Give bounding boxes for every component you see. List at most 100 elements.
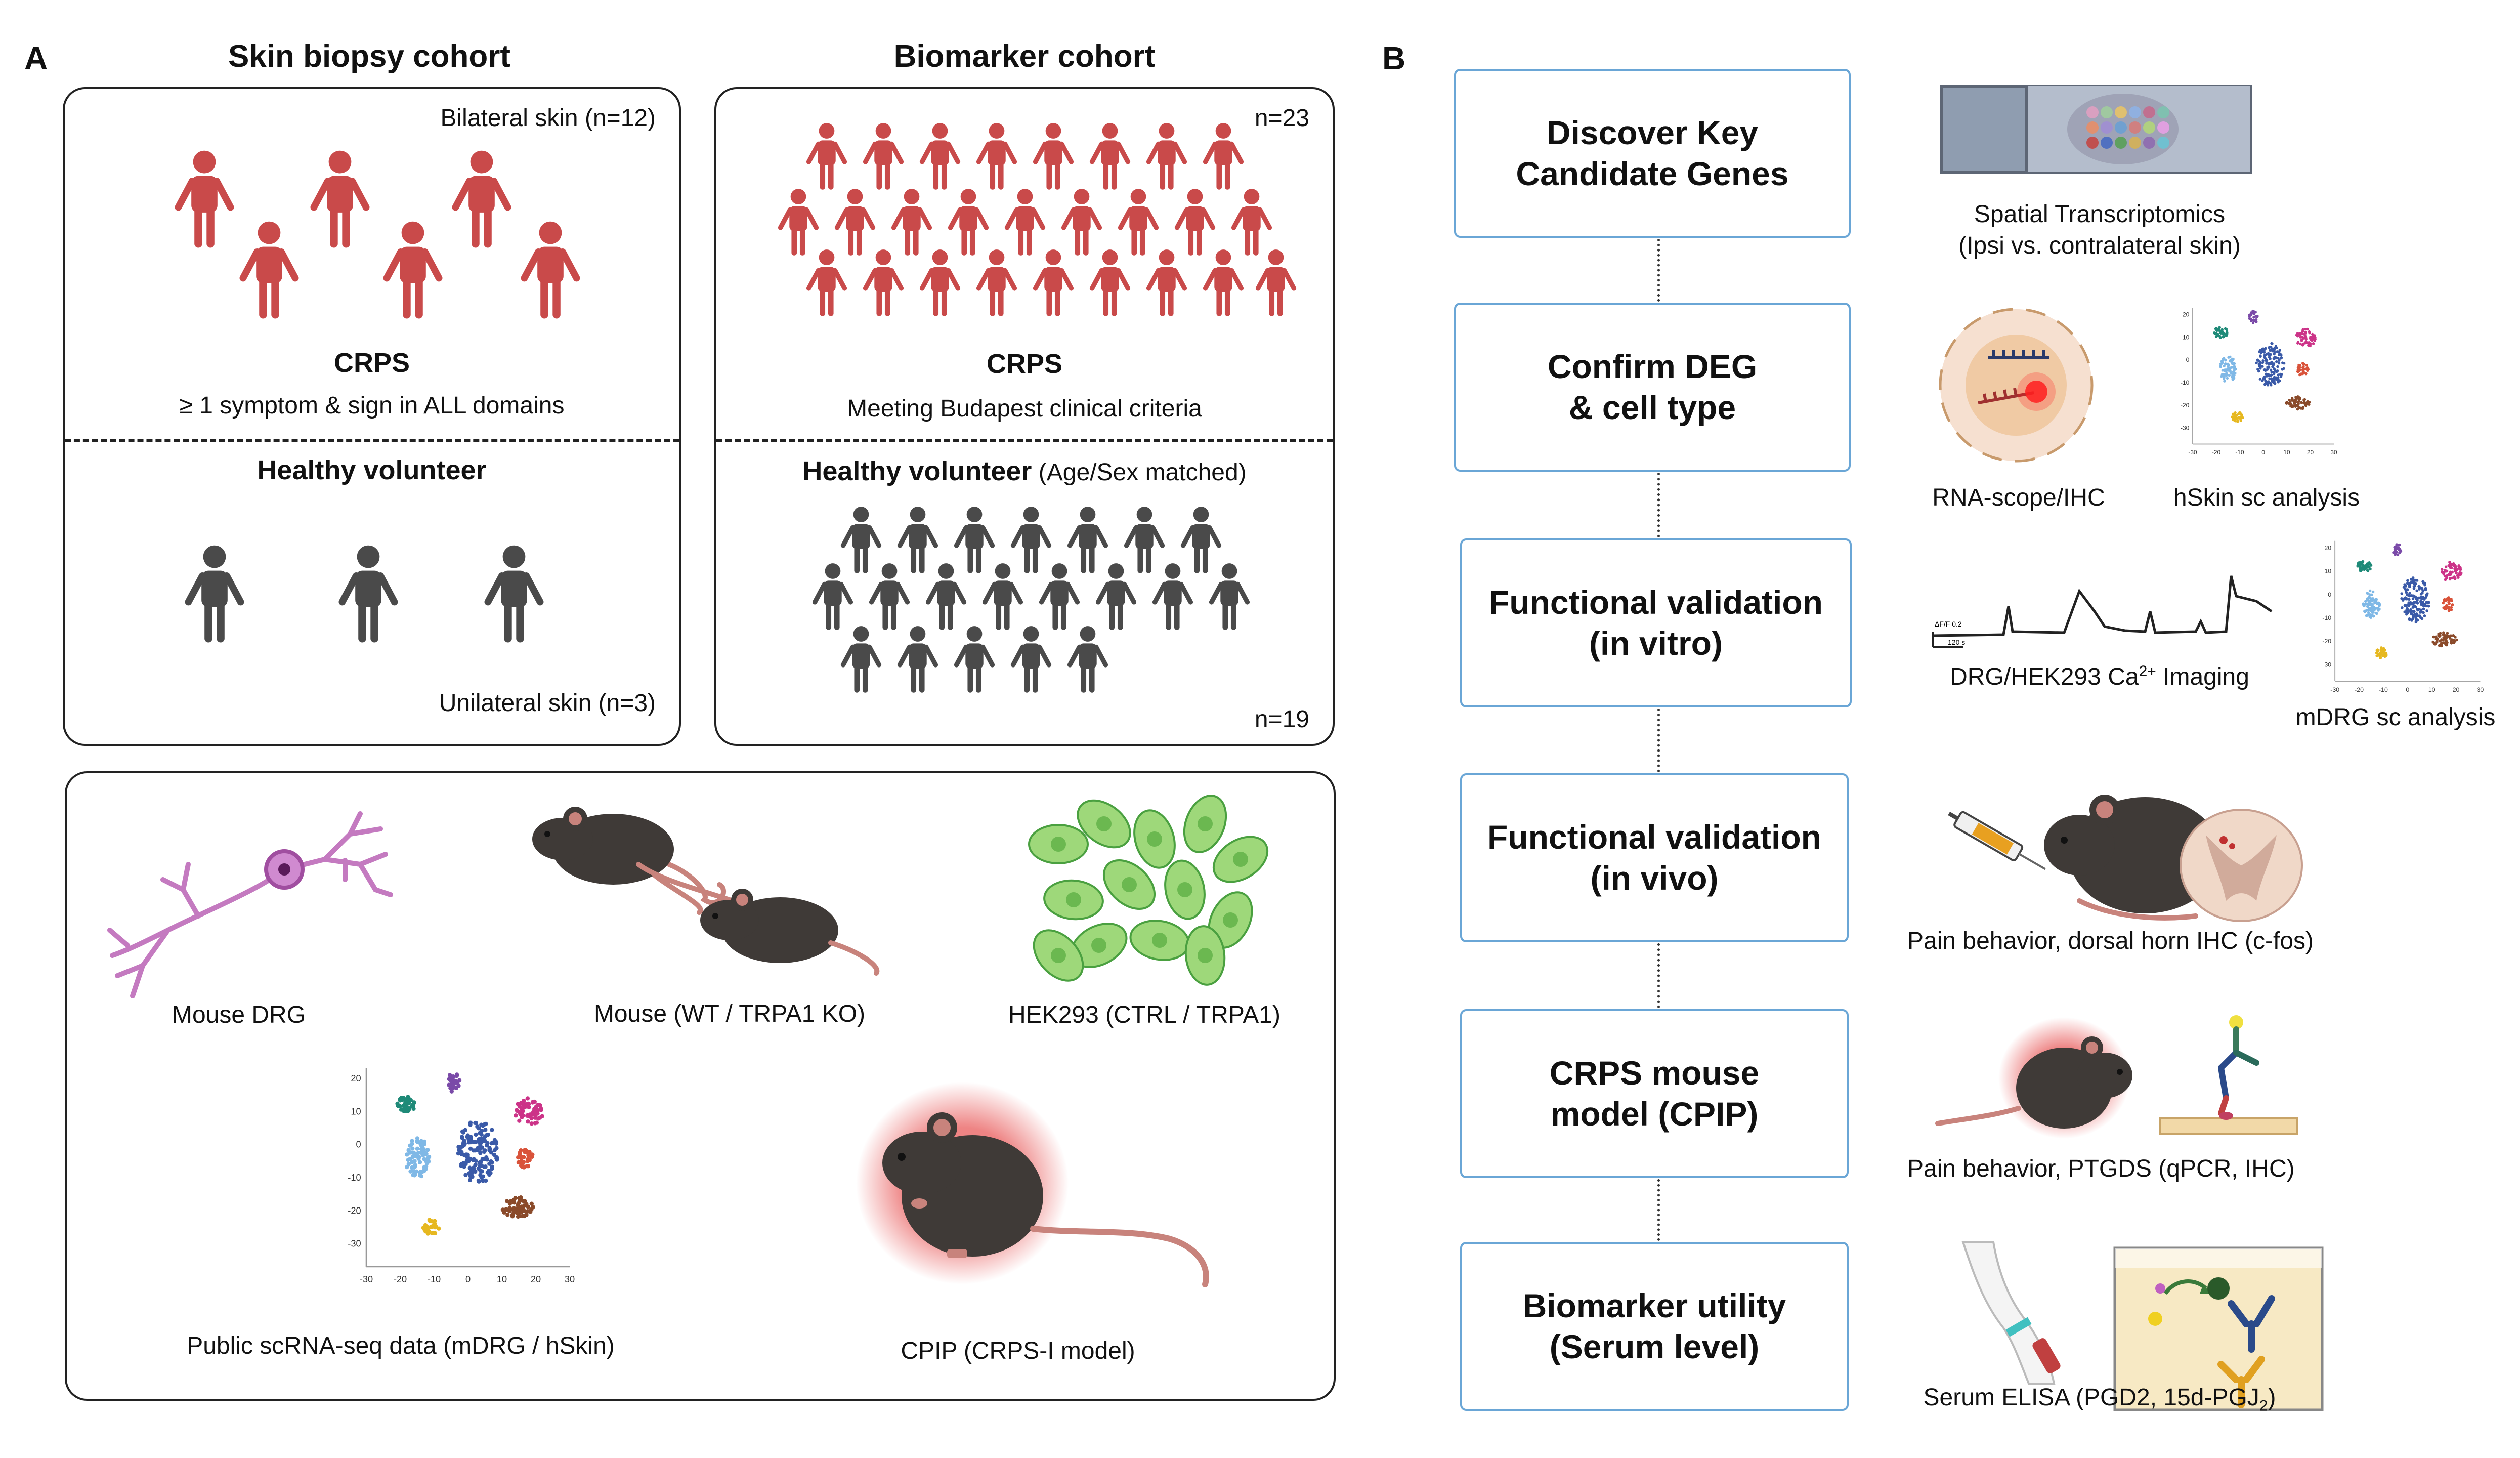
neuron-icon: [107, 811, 393, 998]
tsne-point: [2363, 567, 2366, 570]
biomarker-crps-person-2: [863, 123, 904, 190]
tsne-point: [2226, 367, 2229, 371]
tsne-point: [2445, 604, 2448, 607]
tsne-point: [2396, 544, 2399, 547]
tsne-point: [2256, 368, 2259, 371]
tsne-point: [415, 1136, 420, 1141]
tsne-point: [412, 1164, 417, 1170]
tsne-point: [2236, 418, 2239, 421]
tsne-point: [2412, 585, 2416, 588]
tsne-point: [2368, 561, 2371, 564]
tsne-point: [2459, 566, 2462, 569]
tsne-x-tick: -10: [2235, 449, 2244, 456]
spatial-spot: [2086, 137, 2099, 149]
tsne-point: [467, 1139, 473, 1144]
tsne-point: [2427, 604, 2430, 608]
hek-cell: [1212, 836, 1269, 883]
tsne-point: [2311, 336, 2314, 339]
tsne-point: [2450, 606, 2453, 609]
tsne-point: [2303, 342, 2307, 345]
tsne-point: [2223, 357, 2226, 360]
tsne-point: [2410, 609, 2413, 613]
tsne-point: [478, 1151, 483, 1155]
tsne-point: [2269, 368, 2273, 371]
skin-cohort-divider: [65, 439, 679, 442]
tsne-point: [2275, 360, 2278, 363]
tsne-point: [2291, 405, 2294, 408]
biomarker-healthy-label: Healthy volunteer: [802, 456, 1032, 486]
tsne-point: [2295, 334, 2298, 337]
elisa-well-icon: [2113, 1246, 2324, 1411]
tsne-point: [2450, 638, 2454, 642]
tsne-point: [399, 1107, 404, 1112]
models-box: Mouse DRG Mouse (WT / TRPA1 KO) HEK293 (…: [65, 771, 1336, 1401]
tsne-point: [415, 1140, 420, 1144]
tsne-point: [2368, 602, 2371, 605]
tsne-point: [468, 1156, 473, 1161]
spatial-caption-2: (Ipsi vs. contralateral skin): [1958, 232, 2241, 259]
tsne-y-tick: -20: [348, 1205, 361, 1216]
tsne-point: [2305, 401, 2309, 404]
tsne-point: [2364, 565, 2367, 568]
tsne-point: [489, 1159, 493, 1164]
tsne-point: [419, 1147, 424, 1151]
tsne-point: [520, 1214, 525, 1219]
skin-unilateral-count: Unilateral skin (n=3): [439, 690, 656, 717]
tsne-point: [2425, 594, 2428, 597]
tsne-point: [2307, 344, 2310, 347]
tsne-point: [413, 1152, 417, 1157]
tsne-point: [2395, 547, 2398, 550]
tsne-y-tick: 10: [351, 1106, 361, 1116]
tsne-point: [2296, 405, 2299, 408]
tsne-point: [511, 1206, 517, 1211]
tsne-point: [2377, 607, 2380, 610]
blood-draw-icon: [1961, 1241, 2061, 1385]
tsne-point: [2302, 401, 2305, 405]
tsne-point: [2367, 565, 2370, 569]
tsne-point: [2241, 416, 2244, 420]
biomarker-healthy-person-19: [1010, 626, 1052, 693]
biomarker-crps-person-21: [976, 249, 1017, 316]
tsne-point: [426, 1159, 431, 1164]
tsne-point: [2226, 377, 2229, 380]
skin-healthy-label: Healthy volunteer: [257, 455, 487, 485]
biomarker-healthy-person-15: [1209, 563, 1250, 630]
tsne-point: [410, 1104, 414, 1108]
tsne-point: [483, 1156, 487, 1161]
tsne-point: [518, 1150, 523, 1154]
tsne-point: [477, 1138, 481, 1143]
scrna-label: Public scRNA-seq data (mDRG / hSkin): [187, 1332, 615, 1359]
tsne-point: [2405, 591, 2408, 594]
tsne-point: [2279, 357, 2282, 360]
tsne-point: [2423, 614, 2426, 617]
tsne-point: [2296, 342, 2299, 345]
tsne-point: [2293, 402, 2296, 405]
tsne-point: [415, 1146, 420, 1151]
elisa-caption-suffix: ): [2268, 1384, 2276, 1411]
tsne-point: [2362, 602, 2365, 605]
hskin-caption: hSkin sc analysis: [2173, 484, 2360, 511]
tsne-point: [2232, 366, 2236, 369]
tsne-point: [2444, 565, 2448, 569]
tsne-point: [2296, 407, 2299, 411]
tsne-point: [2255, 361, 2258, 364]
tsne-point: [2375, 602, 2379, 605]
tsne-point: [2407, 604, 2411, 607]
tsne-point: [2262, 375, 2266, 379]
tsne-point: [2366, 569, 2370, 572]
tsne-point: [2231, 357, 2234, 361]
tsne-point: [526, 1164, 531, 1169]
hek-cell: [1129, 920, 1190, 961]
tsne-point: [2413, 580, 2416, 584]
tsne-point: [2279, 375, 2283, 378]
tsne-point: [423, 1229, 428, 1234]
tsne-x-tick: 10: [2283, 449, 2290, 456]
tsne-point: [2228, 373, 2231, 377]
tsne-point: [2412, 601, 2416, 604]
tsne-point: [492, 1148, 497, 1153]
hek-cell: [1077, 799, 1131, 849]
tsne-x-tick: 30: [565, 1274, 575, 1284]
tsne-point: [2300, 339, 2303, 342]
biomarker-cohort-divider: [716, 439, 1333, 442]
tsne-point: [422, 1139, 426, 1144]
